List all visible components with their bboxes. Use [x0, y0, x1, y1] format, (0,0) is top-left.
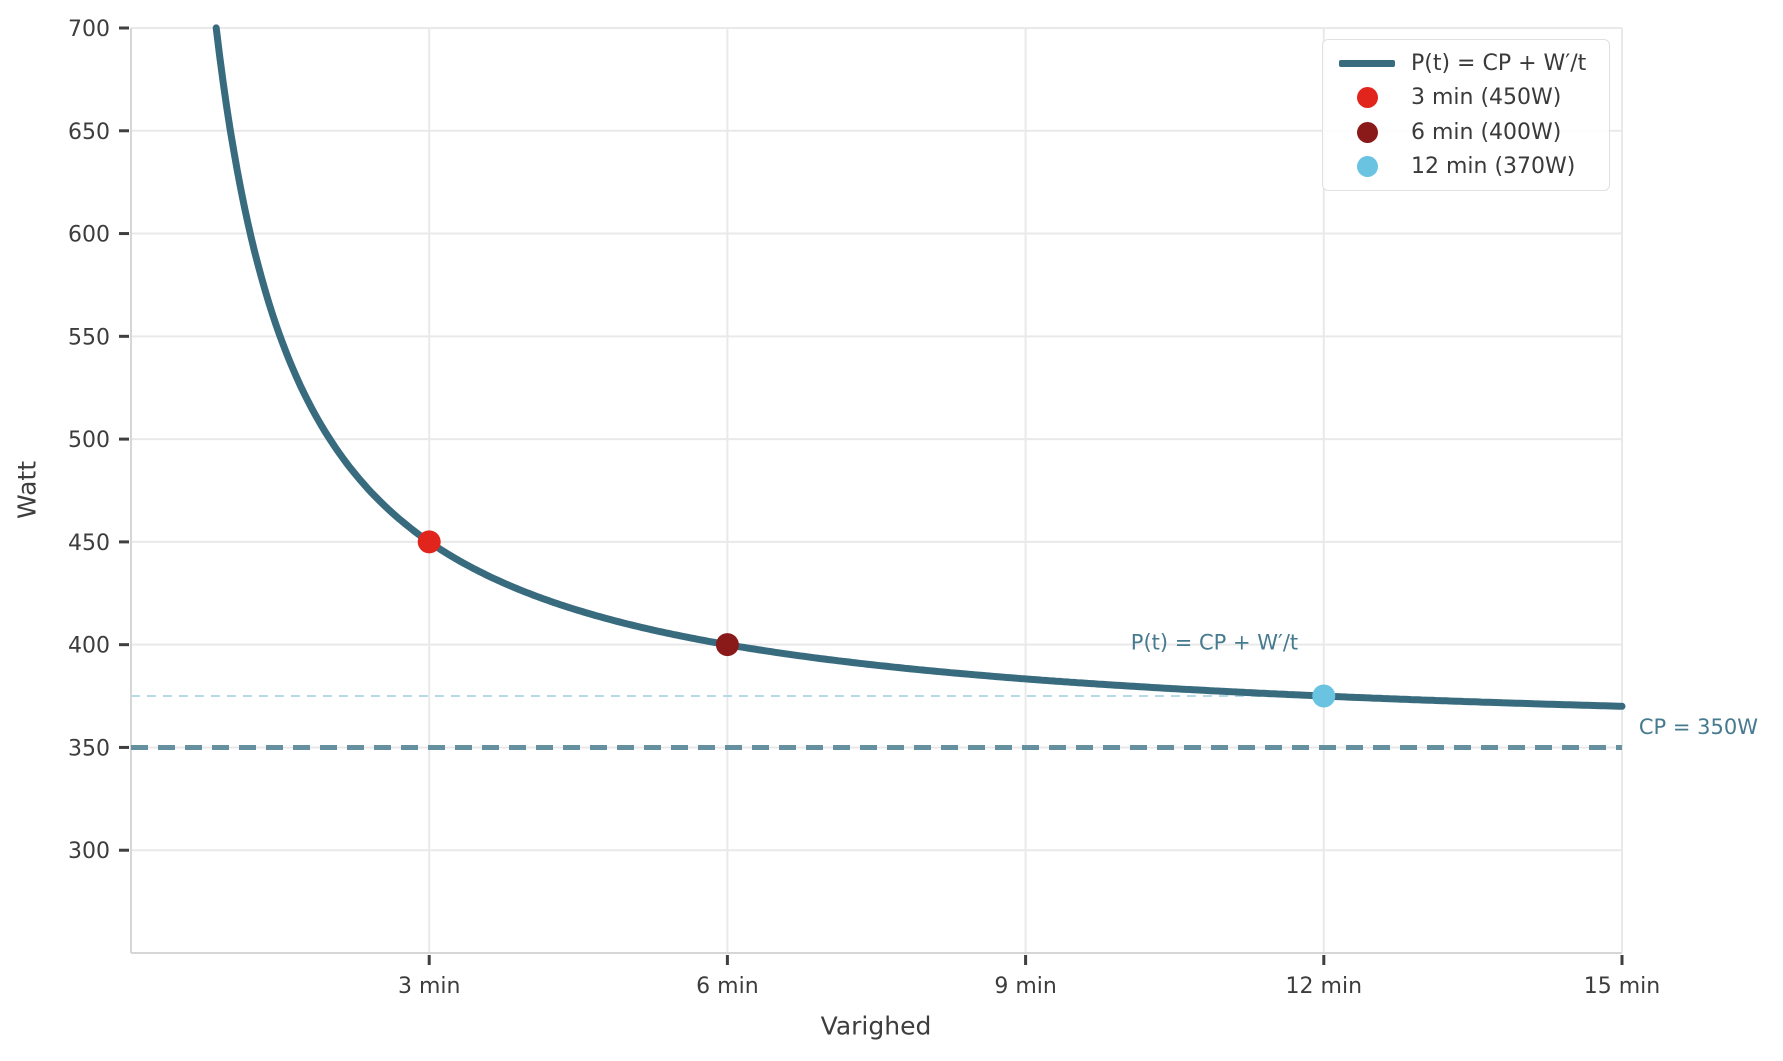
x-axis-title: Varighed: [820, 1011, 932, 1041]
curve-line-swatch: [1339, 59, 1395, 67]
y-tick-label-500: 500: [68, 428, 110, 453]
y-tick-label-700: 700: [68, 17, 110, 42]
legend-swatch-area: [1337, 121, 1397, 143]
darkred-dot-swatch: [1356, 121, 1378, 143]
legend-swatch-area: [1337, 87, 1397, 109]
x-tick-label-9: 9 min: [994, 974, 1056, 999]
x-tick-label-12: 12 min: [1286, 974, 1362, 999]
data-point-3min: [417, 530, 441, 554]
y-tick-label-550: 550: [68, 325, 110, 350]
data-point-12min: [1312, 684, 1336, 708]
y-tick-label-450: 450: [68, 531, 110, 556]
red-dot-swatch: [1356, 87, 1378, 109]
y-tick-label-400: 400: [68, 634, 110, 659]
legend-item-6min: 6 min (400W): [1337, 115, 1609, 149]
y-axis-title: Watt: [12, 460, 42, 520]
x-tick-label-6: 6 min: [696, 974, 758, 999]
legend-swatch-area: [1337, 59, 1397, 67]
legend-swatch-area: [1337, 156, 1397, 178]
annotation-1: CP = 350W: [1639, 715, 1758, 739]
y-tick-label-300: 300: [68, 839, 110, 864]
legend-item-curve: P(t) = CP + W′/t: [1337, 46, 1609, 80]
x-tick-label-3: 3 min: [398, 974, 460, 999]
legend-item-label: 12 min (370W): [1411, 154, 1576, 180]
legend: P(t) = CP + W′/t 3 min (450W) 6 min (400…: [1322, 39, 1610, 191]
y-tick-label-600: 600: [68, 223, 110, 248]
power-curve-line: [212, 24, 1626, 710]
y-tick-label-650: 650: [68, 120, 110, 145]
legend-item-label: 3 min (450W): [1411, 85, 1562, 111]
data-point-6min: [715, 633, 739, 657]
legend-item-label: 6 min (400W): [1411, 119, 1562, 145]
y-tick-label-350: 350: [68, 736, 110, 761]
lightblue-dot-swatch: [1356, 156, 1378, 178]
legend-item-label: P(t) = CP + W′/t: [1411, 50, 1587, 76]
x-tick-label-15: 15 min: [1584, 974, 1660, 999]
legend-item-12min: 12 min (370W): [1337, 150, 1609, 184]
legend-item-3min: 3 min (450W): [1337, 81, 1609, 115]
annotation-0: P(t) = CP + W′/t: [1131, 631, 1298, 655]
